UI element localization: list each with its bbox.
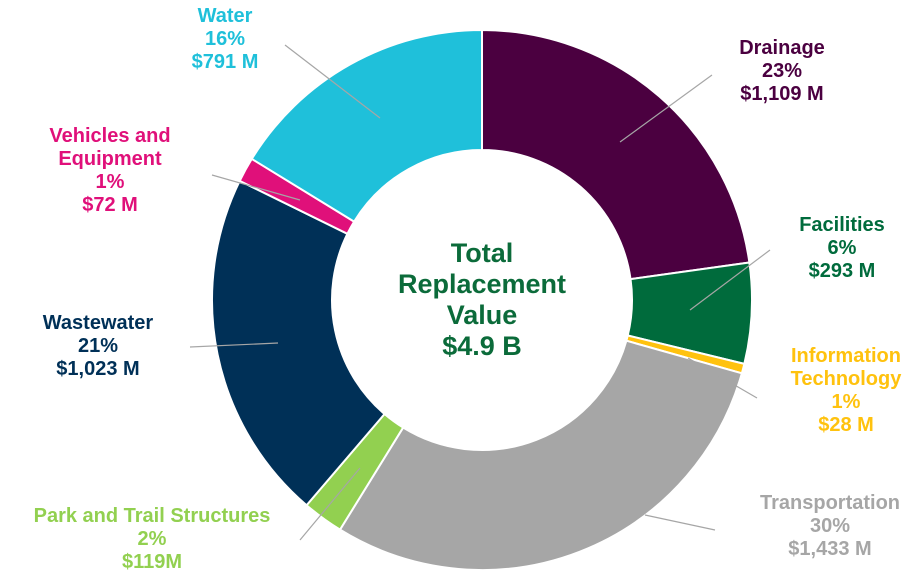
leader-line (687, 357, 758, 399)
slice-label: Wastewater 21% $1,023 M (43, 312, 153, 381)
center-text: Total (450, 238, 514, 268)
slice-label: Water 16% $791 M (192, 5, 259, 74)
percent-label: 16% (204, 28, 246, 50)
value-label: $119M (121, 551, 183, 573)
category-label: Water (197, 5, 253, 27)
category-label: Wastewater (42, 312, 154, 334)
value-label: $1,433 M (788, 538, 872, 560)
category-label: Drainage (739, 37, 825, 59)
leader-line (189, 342, 279, 348)
category-label: Facilities (799, 214, 885, 236)
center-label: Total Replacement Value $4.9 B (382, 238, 582, 362)
center-text: $4.9 B (442, 331, 522, 361)
slice-label: Facilities 6% $293 M (799, 214, 885, 283)
value-label: $293 M (808, 260, 876, 282)
leader-line (299, 467, 361, 541)
percent-label: 1% (95, 171, 125, 193)
category-label: Vehicles and Equipment (49, 125, 171, 170)
leader-lines (189, 44, 771, 541)
center-text: Value (446, 300, 518, 330)
value-label: $791 M (191, 51, 259, 73)
value-label: $72 M (82, 194, 138, 216)
category-label: Transportation (759, 492, 901, 514)
percent-label: 23% (761, 60, 803, 82)
center-text: Replacement (397, 269, 567, 299)
value-label: $28 M (818, 414, 874, 436)
value-label: $1,023 M (56, 358, 140, 380)
slice (250, 28, 483, 223)
leader-line (689, 249, 771, 311)
leader-line (619, 74, 713, 143)
slice (211, 179, 386, 507)
percent-label: 1% (831, 391, 861, 413)
slice (481, 28, 751, 281)
leader-line (644, 514, 716, 531)
slice-label: Information Technology 1% $28 M (771, 345, 919, 437)
percent-label: 21% (77, 335, 119, 357)
value-label: $1,109 M (740, 83, 824, 105)
percent-label: 2% (137, 528, 167, 550)
leader-line (211, 174, 301, 201)
category-label: Park and Trail Structures (33, 505, 271, 527)
slice-label: Vehicles and Equipment 1% $72 M (30, 125, 190, 217)
slice (338, 339, 744, 571)
slice-label: Drainage 23% $1,109 M (739, 37, 825, 106)
slice-label: Transportation 30% $1,433 M (760, 492, 900, 561)
percent-label: 30% (809, 515, 851, 537)
category-label: Information Technology (790, 345, 902, 390)
leader-line (284, 44, 381, 119)
slice-label: Park and Trail Structures 2% $119M (34, 505, 271, 574)
percent-label: 6% (827, 237, 857, 259)
